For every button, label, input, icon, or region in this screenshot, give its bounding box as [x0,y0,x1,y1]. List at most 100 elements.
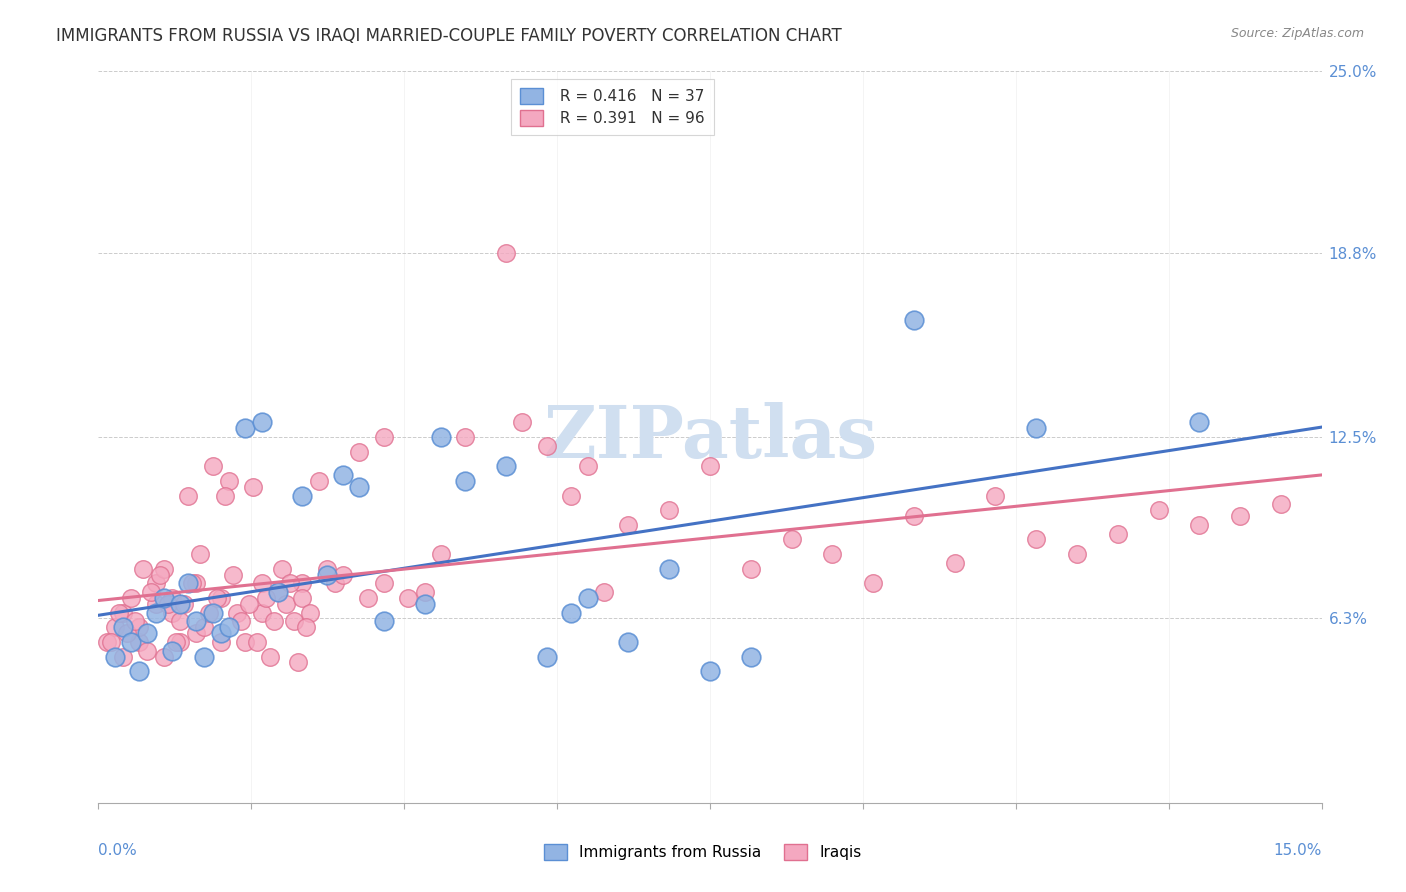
Point [512,416,534,430]
Point [903,313,925,327]
Point [165,635,187,649]
Point [1147,503,1170,517]
Point [136,643,159,657]
Point [188,547,212,561]
Point [349,444,371,458]
Point [193,649,215,664]
Point [108,606,131,620]
Point [430,430,453,444]
Point [267,585,290,599]
Point [100,635,122,649]
Point [193,620,215,634]
Point [218,474,240,488]
Point [1188,416,1211,430]
Point [283,615,305,629]
Point [177,489,200,503]
Point [214,489,236,503]
Point [104,649,127,664]
Point [274,597,297,611]
Point [430,547,453,561]
Point [576,459,599,474]
Point [222,567,245,582]
Point [617,517,640,532]
Point [209,626,232,640]
Point [699,664,721,678]
Text: ZIPatlas: ZIPatlas [543,401,877,473]
Point [128,620,150,634]
Point [145,606,167,620]
Point [332,468,354,483]
Point [149,567,172,582]
Point [658,503,681,517]
Point [111,649,134,664]
Point [209,635,232,649]
Point [267,585,290,599]
Point [181,576,204,591]
Point [160,606,183,620]
Point [186,626,208,640]
Point [349,480,371,494]
Point [1025,533,1047,547]
Point [197,606,219,620]
Point [396,591,419,605]
Point [943,556,966,570]
Point [226,606,249,620]
Point [160,591,183,605]
Point [699,459,721,474]
Point [658,562,681,576]
Point [323,576,346,591]
Point [145,597,167,611]
Point [413,597,436,611]
Text: 15.0%: 15.0% [1274,843,1322,858]
Point [373,430,395,444]
Point [287,656,309,670]
Point [104,620,127,634]
Point [413,585,436,599]
Point [373,576,395,591]
Point [111,606,134,620]
Point [250,576,273,591]
Point [740,562,762,576]
Point [1188,517,1211,532]
Point [115,626,138,640]
Point [173,597,195,611]
Point [295,620,318,634]
Point [120,635,142,649]
Point [152,591,174,605]
Point [201,459,224,474]
Point [291,576,314,591]
Point [169,615,191,629]
Point [250,606,273,620]
Point [124,615,146,629]
Point [308,474,330,488]
Point [246,635,269,649]
Point [254,591,277,605]
Point [576,591,599,605]
Point [332,567,354,582]
Point [156,597,179,611]
Point [141,585,163,599]
Point [903,509,925,524]
Point [169,635,191,649]
Point [145,576,167,591]
Point [201,606,224,620]
Point [136,626,159,640]
Point [373,615,395,629]
Point [356,591,378,605]
Legend:  R = 0.416   N = 37,  R = 0.391   N = 96: R = 0.416 N = 37, R = 0.391 N = 96 [510,79,714,136]
Point [454,474,477,488]
Point [1229,509,1251,524]
Point [238,597,260,611]
Point [128,635,150,649]
Text: IMMIGRANTS FROM RUSSIA VS IRAQI MARRIED-COUPLE FAMILY POVERTY CORRELATION CHART: IMMIGRANTS FROM RUSSIA VS IRAQI MARRIED-… [56,27,842,45]
Legend: Immigrants from Russia, Iraqis: Immigrants from Russia, Iraqis [538,838,868,866]
Point [862,576,884,591]
Point [560,489,582,503]
Point [560,606,582,620]
Point [233,635,256,649]
Point [233,421,256,435]
Point [96,635,118,649]
Point [186,615,208,629]
Point [821,547,844,561]
Text: Source: ZipAtlas.com: Source: ZipAtlas.com [1230,27,1364,40]
